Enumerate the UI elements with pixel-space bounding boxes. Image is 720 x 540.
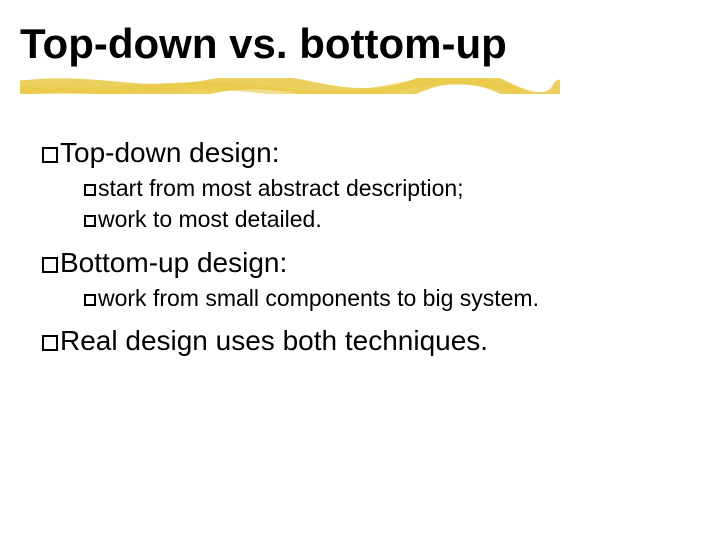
- slide: Top-down vs. bottom-up Top-down design: …: [0, 0, 720, 540]
- bullet-l1-text: Top-down design:: [60, 137, 279, 168]
- bullet-l2: work from small components to big system…: [84, 284, 662, 313]
- bullet-l2: work to most detailed.: [84, 205, 662, 234]
- bullet-l2-text: work from small components to big system…: [98, 285, 539, 311]
- bullet-l1: Top-down design:: [42, 135, 662, 170]
- square-bullet-icon: [84, 184, 96, 196]
- bullet-l1-text: Bottom-up design:: [60, 247, 287, 278]
- square-bullet-icon: [84, 215, 96, 227]
- bullet-l2-text: work to most detailed.: [98, 206, 322, 232]
- bullet-l1: Real design uses both techniques.: [42, 323, 662, 358]
- square-bullet-icon: [42, 147, 58, 163]
- square-bullet-icon: [42, 335, 58, 351]
- bullet-l2-group: work from small components to big system…: [84, 284, 662, 313]
- bullet-l1-text: Real design uses both techniques.: [60, 325, 488, 356]
- slide-title: Top-down vs. bottom-up: [20, 22, 507, 66]
- bullet-l2-text: start from most abstract description;: [98, 175, 464, 201]
- bullet-l2-group: start from most abstract description; wo…: [84, 174, 662, 235]
- square-bullet-icon: [42, 257, 58, 273]
- slide-body: Top-down design: start from most abstrac…: [42, 135, 662, 360]
- title-block: Top-down vs. bottom-up: [20, 22, 507, 66]
- title-underline: [20, 78, 560, 94]
- bullet-l1: Bottom-up design:: [42, 245, 662, 280]
- bullet-l2: start from most abstract description;: [84, 174, 662, 203]
- square-bullet-icon: [84, 294, 96, 306]
